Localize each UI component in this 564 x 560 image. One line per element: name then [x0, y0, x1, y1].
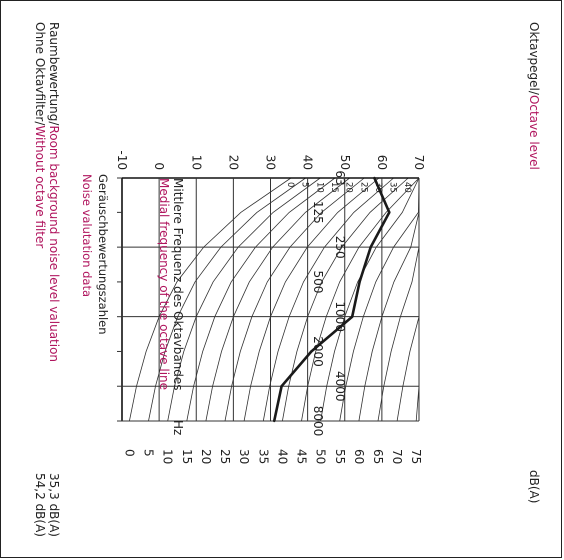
nr-scale-label: 75	[409, 449, 423, 464]
measured-point	[350, 315, 354, 318]
annotation-room-value: 35,3 dB(A)	[47, 473, 61, 537]
y-tick-label: 60	[375, 155, 389, 170]
measured-point	[310, 350, 313, 353]
nr-scale-labels: 0 5 10 15 20 25 30 35 40 45 50 55 60 65 70 75	[122, 449, 423, 464]
nr-scale-label: 35	[256, 449, 270, 464]
nr-curve	[129, 177, 292, 422]
x-tick-label: 8000	[311, 406, 325, 437]
measured-point	[369, 245, 372, 249]
y-tick-label: -10	[115, 150, 129, 170]
y-tick-labels: -10 0 10 20 30 40 50 60 70	[115, 150, 426, 170]
nr-curve-top-label: 10	[314, 182, 324, 193]
y-tick-label: 20	[226, 155, 240, 170]
nr-scale-label: 10	[161, 449, 175, 464]
nr-curve	[339, 177, 420, 422]
measured-points	[273, 176, 391, 423]
nr-scale-label: 25	[218, 449, 232, 464]
x-tick-label: 63	[333, 170, 347, 185]
nr-curve-top-label: 5	[300, 182, 310, 187]
scale-unit: dB(A)	[527, 470, 541, 503]
nr-curve	[148, 177, 306, 422]
y-axis-title: Oktavpegel/Octave level	[527, 22, 541, 170]
nr-scale-label: 50	[314, 449, 328, 464]
nr-scale-title-en: Noise valutation data	[80, 174, 94, 297]
nr-scale-label: 5	[142, 449, 156, 457]
measured-point	[273, 419, 276, 423]
nr-scale-label: 20	[199, 449, 213, 464]
nr-curve	[167, 177, 321, 422]
measured-spectrum-line	[272, 177, 391, 422]
nr-curve-top-label: 0	[285, 182, 295, 187]
x-axis-title-en: Medial frequency of the octave line	[157, 178, 171, 390]
y-tick-label: 50	[338, 155, 352, 170]
x-tick-label: 4000	[333, 371, 347, 402]
nr-curve	[320, 177, 420, 422]
nr-curve-top-label: 25	[358, 182, 368, 193]
x-axis-unit: Hz	[171, 420, 185, 435]
y-tick-label: 10	[189, 155, 203, 170]
nr-scale-label: 65	[371, 449, 385, 464]
nr-scale-label: 70	[390, 449, 404, 464]
nr-scale-label: 15	[180, 449, 194, 464]
nr-curve-top-label: 20	[344, 182, 354, 193]
annotation-room-valuation: Raumbewertung/Room background noise leve…	[47, 22, 61, 362]
y-tick-label: 70	[412, 155, 426, 170]
y-tick-label: 40	[301, 155, 315, 170]
nr-curve	[205, 177, 350, 422]
nr-curve-top-label: 40	[402, 182, 412, 193]
x-axis-title: Mittlere Frequenz des Oktavbandes	[171, 178, 185, 391]
nr-curve	[282, 177, 409, 422]
nr-scale-title: Geräuschbewertungszahlen	[96, 174, 110, 335]
measured-point	[358, 280, 361, 284]
nr-curve	[358, 178, 420, 422]
nr-curve-top-label: 15	[329, 182, 339, 193]
nr-scale-label: 40	[275, 449, 289, 464]
annotation-filter-value: 54,2 dB(A)	[33, 473, 47, 537]
y-tick-label: 0	[152, 162, 166, 170]
nr-curve-top-label: 35	[388, 182, 398, 193]
x-tick-label: 125	[311, 201, 325, 224]
measured-point	[280, 385, 283, 388]
nr-scale-label: 45	[294, 449, 308, 464]
annotation-without-filter: Ohne Oktavfilter/Without octave filter	[33, 22, 47, 248]
nr-scale-label: 60	[352, 449, 366, 464]
x-tick-label: 250	[333, 236, 347, 259]
nr-curve-top-labels: 0 5 10 15 20 25 30 35 40	[285, 182, 412, 193]
y-tick-label: 30	[264, 155, 278, 170]
measured-point	[373, 176, 376, 180]
nr-curve	[186, 177, 336, 422]
nr-scale-label: 55	[333, 449, 347, 464]
nr-curve	[243, 177, 380, 422]
nr-curves	[129, 177, 420, 422]
x-tick-label: 500	[311, 270, 325, 293]
nr-curve	[262, 177, 394, 422]
nr-scale-label: 30	[237, 449, 251, 464]
nr-scale-label: 0	[122, 449, 136, 457]
measured-point	[388, 211, 391, 214]
chart-grid	[117, 177, 420, 422]
